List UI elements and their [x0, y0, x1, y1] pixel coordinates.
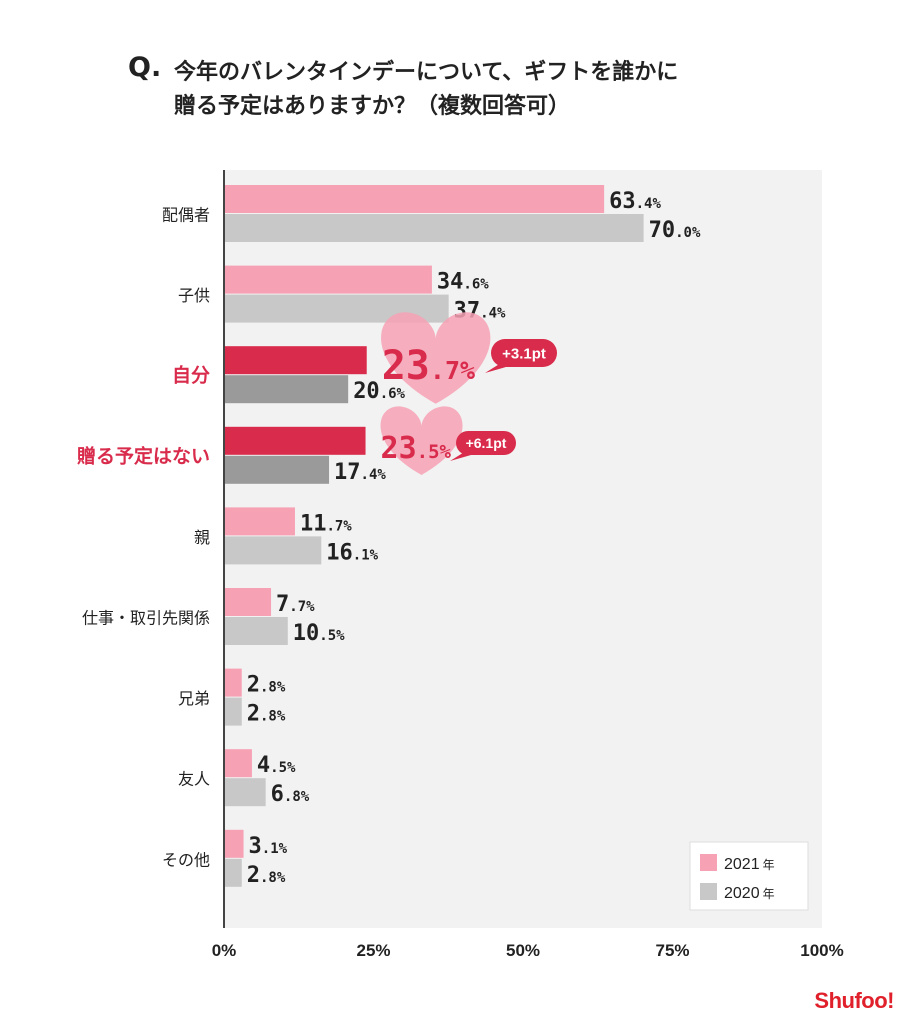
diff-badge-tail: [450, 451, 478, 461]
bar-2021: [225, 588, 272, 616]
value-label-2021: 23.5%: [381, 431, 452, 466]
diff-badge-text: +6.1pt: [466, 435, 507, 451]
x-tick-label: 100%: [800, 941, 843, 960]
title-line-2: 贈る予定はありますか？（複数回答可）: [174, 94, 571, 119]
value-label-2020: 20.6%: [353, 379, 405, 404]
bar-2020: [225, 778, 266, 807]
bar-2021: [225, 185, 605, 213]
value-label-2020: 2.8%: [247, 863, 286, 888]
value-label-2020: 2.8%: [247, 702, 286, 727]
value-label-2021: 7.7%: [276, 592, 315, 617]
bar-2021: [225, 507, 295, 536]
question-mark-label: Q.: [128, 52, 162, 83]
diff-badge-tail: [485, 363, 513, 373]
value-label-2021: 4.5%: [257, 753, 296, 778]
heart-decoration: [380, 406, 463, 475]
bar-2021: [225, 426, 366, 455]
category-label: 配偶者: [162, 206, 210, 225]
category-label: その他: [162, 850, 210, 869]
bar-2020: [225, 375, 349, 404]
category-label: 贈る予定はない: [77, 444, 210, 467]
category-label: 仕事・取引先関係: [82, 609, 210, 628]
diff-badge-text: +3.1pt: [502, 345, 546, 362]
bar-2020: [225, 697, 242, 726]
value-label-2020: 16.1%: [326, 540, 378, 565]
legend-label: 2021 年: [724, 856, 775, 873]
bar-2021: [225, 829, 244, 858]
value-label-2021: 23.7%: [382, 343, 475, 389]
x-tick-label: 0%: [212, 941, 237, 960]
bar-2021: [225, 346, 367, 375]
bar-2020: [225, 536, 322, 565]
value-label-2021: 34.6%: [437, 270, 489, 295]
bar-2021: [225, 749, 252, 778]
shufoo-logo: Shufoo!: [814, 988, 894, 1013]
heart-decoration: [381, 312, 491, 404]
value-label-2020: 70.0%: [649, 218, 701, 243]
legend-swatch: [700, 854, 717, 871]
bar-2020: [225, 617, 288, 645]
x-tick-label: 25%: [356, 941, 390, 960]
bar-2021: [225, 668, 242, 697]
value-label-2020: 6.8%: [271, 782, 310, 807]
value-label-2020: 10.5%: [293, 621, 345, 646]
category-label: 子供: [178, 286, 210, 305]
bar-2020: [225, 858, 242, 887]
value-label-2021: 2.8%: [247, 673, 286, 698]
value-label-2021: 11.7%: [300, 511, 352, 536]
diff-badge: [491, 339, 557, 367]
category-label: 自分: [172, 364, 210, 387]
bar-2021: [225, 265, 432, 294]
x-tick-label: 75%: [655, 941, 689, 960]
value-label-2020: 17.4%: [334, 460, 386, 485]
title-line-1: 今年のバレンタインデーについて、ギフトを誰かに: [174, 60, 679, 85]
category-label: 兄弟: [178, 689, 210, 708]
bar-2020: [225, 455, 330, 484]
diff-badge: [456, 431, 516, 455]
legend-swatch: [700, 883, 717, 900]
value-label-2021: 3.1%: [249, 834, 288, 859]
category-label: 親: [194, 528, 210, 547]
bar-2020: [225, 214, 644, 242]
x-tick-label: 50%: [506, 941, 540, 960]
value-label-2021: 63.4%: [609, 189, 661, 214]
legend-label: 2020 年: [724, 885, 775, 902]
category-label: 友人: [178, 770, 210, 789]
